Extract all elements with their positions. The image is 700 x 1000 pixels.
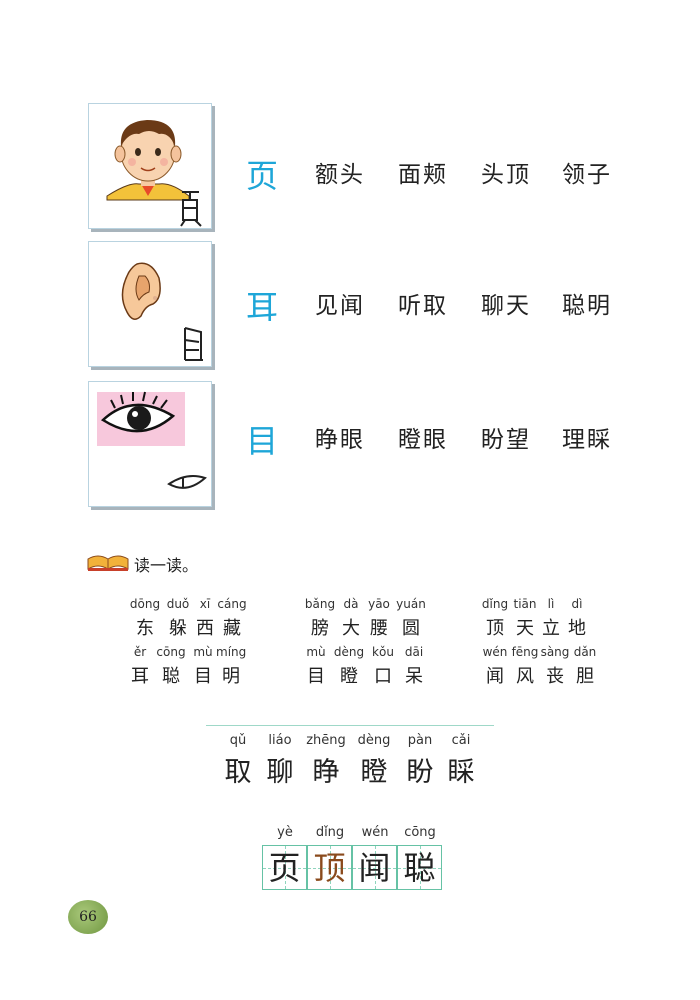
- idiom-group-6: wén fēng sàng dǎn 闻风丧胆: [482, 645, 597, 687]
- word-1-1: 额头: [315, 162, 365, 188]
- word-3-3: 盼望: [481, 427, 531, 453]
- boy-face-icon: [106, 120, 202, 227]
- picture-card-ear: [88, 241, 212, 367]
- ancient-glyph-er: [184, 327, 203, 361]
- word-1-2: 面颊: [398, 162, 448, 188]
- word-2-2: 听取: [398, 293, 448, 319]
- divider-line: [206, 725, 494, 726]
- new-char-5: pàn 盼: [406, 733, 434, 788]
- word-3-2: 瞪眼: [398, 427, 448, 453]
- new-char-4: dèng 瞪: [357, 733, 391, 788]
- word-3-4: 理睬: [562, 427, 612, 453]
- page-number: 66: [68, 900, 108, 934]
- ancient-glyph-mu: [167, 475, 207, 489]
- picture-card-eye: [88, 381, 212, 507]
- idiom-group-4: ěr cōng mù míng 耳聪目明: [131, 645, 247, 687]
- writing-grid-4: 聪: [397, 845, 442, 890]
- row-char-3: 目: [246, 422, 279, 460]
- word-1-4: 领子: [562, 162, 612, 188]
- idiom-group-2: bǎng dà yāo yuán 膀大腰圆: [304, 597, 426, 639]
- writing-grid-3: 闻: [352, 845, 397, 890]
- read-section-title: 读一读。: [134, 556, 199, 575]
- row-char-1: 页: [246, 157, 279, 195]
- new-char-6: cǎi 睬: [447, 733, 475, 788]
- word-2-3: 聊天: [481, 293, 531, 319]
- grid-pinyin-4: cōng: [404, 825, 436, 840]
- eye-icon: [97, 391, 207, 489]
- idiom-group-1: dōng duǒ xī cáng 东躲西藏: [129, 597, 247, 639]
- idiom-group-3: dǐng tiān lì dì 顶天立地: [481, 597, 586, 639]
- new-char-3: zhēng 睁: [306, 733, 346, 788]
- new-char-2: liáo 聊: [266, 733, 294, 788]
- grid-pinyin-1: yè: [277, 825, 293, 840]
- new-char-1: qǔ 取: [224, 733, 252, 788]
- grid-pinyin-2: dǐng: [315, 825, 345, 840]
- row-char-2: 耳: [246, 288, 279, 326]
- word-3-1: 睁眼: [315, 427, 365, 453]
- writing-grid-1: 页: [262, 845, 307, 890]
- word-1-3: 头顶: [481, 162, 531, 188]
- writing-grid-2: 顶: [307, 845, 352, 890]
- word-2-4: 聪明: [562, 293, 612, 319]
- picture-card-face: [88, 103, 212, 229]
- ear-icon: [121, 262, 203, 361]
- word-2-1: 见闻: [315, 293, 365, 319]
- ancient-glyph-ye: [180, 191, 202, 227]
- book-icon: [87, 555, 129, 571]
- grid-pinyin-3: wén: [361, 825, 389, 840]
- idiom-group-5: mù dèng kǒu dāi 目瞪口呆: [306, 645, 424, 687]
